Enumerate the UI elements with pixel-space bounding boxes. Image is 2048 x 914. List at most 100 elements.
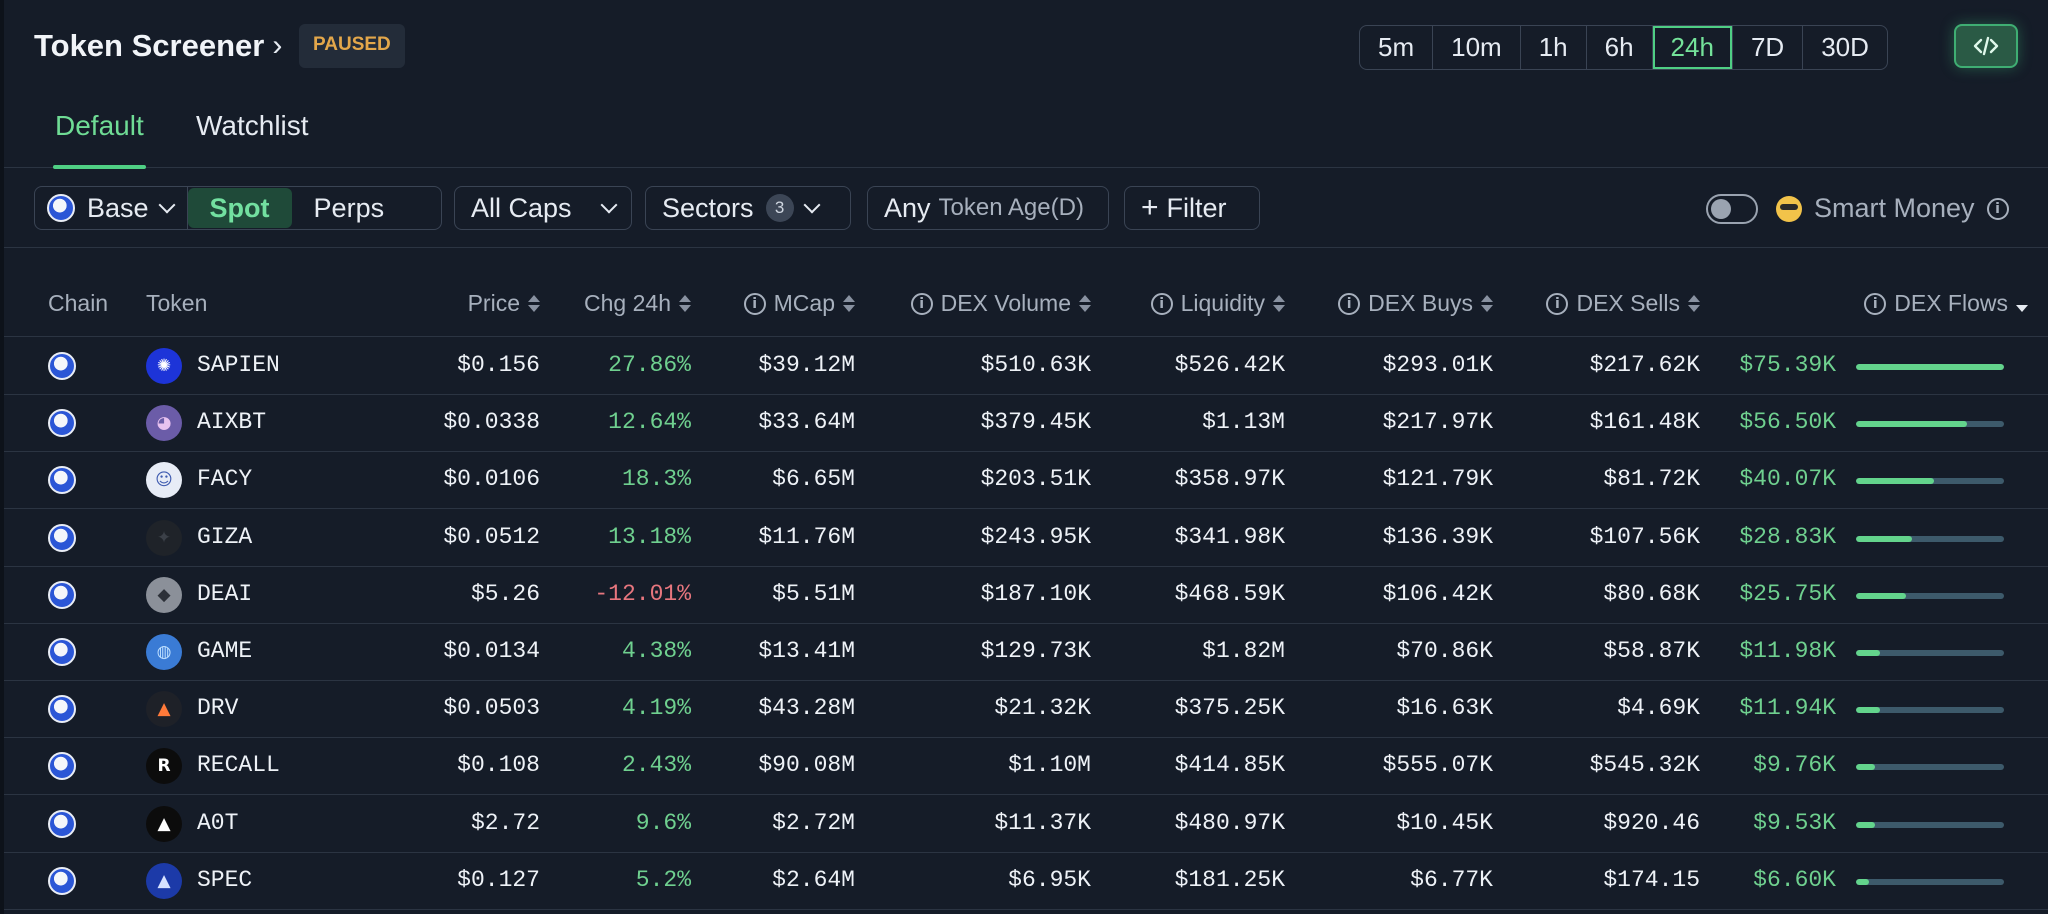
status-badge: PAUSED (299, 24, 405, 68)
token-name[interactable]: RECALL (197, 752, 280, 778)
token-name[interactable]: AIXBT (197, 409, 267, 435)
cell-sells: $174.15 (1603, 867, 1700, 893)
caps-select[interactable]: All Caps (454, 186, 632, 230)
token-name[interactable]: SAPIEN (197, 352, 280, 378)
cell-mcap: $2.64M (772, 867, 855, 893)
timeframe-1h-button[interactable]: 1h (1521, 26, 1587, 69)
column-token-label: Token (146, 290, 208, 316)
info-icon[interactable]: i (1864, 292, 1887, 315)
column-price-label: Price (467, 290, 520, 316)
sort-icon (1273, 295, 1285, 312)
cell-sells: $217.62K (1589, 352, 1700, 378)
info-icon[interactable]: i (1546, 292, 1569, 315)
sectors-select-label: Sectors (662, 192, 754, 223)
market-spot-label: Spot (209, 192, 270, 223)
cell-mcap: $6.65M (772, 466, 855, 492)
column-dex-flows[interactable]: i DEX Flows (1864, 290, 2028, 317)
token-name[interactable]: SPEC (197, 867, 253, 893)
token-name[interactable]: DEAI (197, 581, 253, 607)
cell-liquidity: $1.13M (1202, 409, 1285, 435)
sectors-select[interactable]: Sectors 3 (645, 186, 851, 230)
base-chain-icon (48, 466, 76, 494)
cell-sells: $58.87K (1603, 638, 1700, 664)
cell-volume: $203.51K (980, 466, 1091, 492)
token-logo-icon: ✺ (146, 348, 182, 384)
chevron-down-icon (158, 196, 176, 214)
smart-money-toggle[interactable] (1706, 194, 1758, 224)
cell-buys: $10.45K (1396, 810, 1493, 836)
base-chain-icon (48, 581, 76, 609)
cell-buys: $121.79K (1382, 466, 1493, 492)
column-mcap[interactable]: i MCap (743, 290, 855, 317)
base-chain-icon (47, 194, 75, 222)
table-row[interactable]: R RECALL $0.108 2.43% $90.08M $1.10M $414.85K $… (4, 738, 2048, 795)
table-row[interactable]: ◆ DEAI $5.26 -12.01% $5.51M $187.10K $468.59K $… (4, 567, 2048, 624)
flow-bar-fill (1856, 650, 1880, 656)
add-filter-button[interactable]: + Filter (1124, 186, 1260, 230)
chain-select[interactable]: Base (47, 193, 187, 224)
cell-buys: $136.39K (1382, 524, 1493, 550)
timeframe-6h-button[interactable]: 6h (1587, 26, 1653, 69)
info-icon[interactable]: i (910, 292, 933, 315)
header: Token Screener › PAUSED 5m 10m 1h 6h 24h 7D 30… (4, 0, 2048, 92)
table-row[interactable]: ▲ DRV $0.0503 4.19% $43.28M $21.32K $375.25K $1… (4, 681, 2048, 738)
token-logo-icon: ◍ (146, 634, 182, 670)
page-title[interactable]: Token Screener › (34, 28, 282, 64)
token-name[interactable]: GIZA (197, 524, 253, 550)
token-logo-icon: ▲ (146, 863, 182, 899)
embed-code-button[interactable] (1954, 24, 2018, 68)
cell-liquidity: $414.85K (1174, 752, 1285, 778)
column-dex-buys[interactable]: i DEX Buys (1338, 290, 1493, 317)
column-dex-volume[interactable]: i DEX Volume (910, 290, 1091, 317)
market-perps-button[interactable]: Perps (292, 193, 407, 224)
info-icon[interactable]: i (1338, 292, 1361, 315)
table-row[interactable]: ☺ FACY $0.0106 18.3% $6.65M $203.51K $358.97K $… (4, 452, 2048, 509)
table-row[interactable]: ◕ AIXBT $0.0338 12.64% $33.64M $379.45K $1.13M… (4, 395, 2048, 452)
cell-flows: $75.39K (1739, 352, 1836, 378)
cell-price: $0.108 (457, 752, 540, 778)
tab-default[interactable]: Default (53, 110, 146, 169)
cell-price: $0.156 (457, 352, 540, 378)
token-name[interactable]: GAME (197, 638, 253, 664)
table-row[interactable]: ✺ SAPIEN $0.156 27.86% $39.12M $510.63K $526.4… (4, 338, 2048, 395)
cell-mcap: $90.08M (758, 752, 855, 778)
table-row[interactable]: ▲ SPEC $0.127 5.2% $2.64M $6.95K $181.25K $6.77… (4, 853, 2048, 910)
token-age-filter[interactable]: Any Token Age(D) (867, 186, 1109, 230)
column-change[interactable]: Chg 24h (584, 290, 691, 317)
cell-buys: $6.77K (1410, 867, 1493, 893)
token-name[interactable]: FACY (197, 466, 253, 492)
column-chain-label: Chain (48, 290, 109, 316)
cell-buys: $70.86K (1396, 638, 1493, 664)
timeframe-24h-button[interactable]: 24h (1653, 26, 1733, 69)
cell-volume: $1.10M (1008, 752, 1091, 778)
table-row[interactable]: ✦ GIZA $0.0512 13.18% $11.76M $243.95K $341.98… (4, 510, 2048, 567)
column-dex-volume-label: DEX Volume (940, 290, 1071, 316)
cell-buys: $293.01K (1382, 352, 1493, 378)
cell-volume: $21.32K (994, 695, 1091, 721)
column-dex-sells[interactable]: i DEX Sells (1546, 290, 1700, 317)
column-price[interactable]: Price (468, 290, 540, 317)
cell-mcap: $33.64M (758, 409, 855, 435)
column-liquidity[interactable]: i Liquidity (1150, 290, 1285, 317)
timeframe-10m-button[interactable]: 10m (1433, 26, 1521, 69)
timeframe-7d-button[interactable]: 7D (1733, 26, 1804, 69)
info-icon[interactable]: i (743, 292, 766, 315)
base-chain-icon (48, 409, 76, 437)
tab-watchlist[interactable]: Watchlist (196, 110, 309, 168)
timeframe-5m-button[interactable]: 5m (1360, 26, 1434, 69)
token-name[interactable]: DRV (197, 695, 239, 721)
table-row[interactable]: ◍ GAME $0.0134 4.38% $13.41M $129.73K $1.82M $7… (4, 624, 2048, 681)
cell-volume: $379.45K (980, 409, 1091, 435)
add-filter-label: Filter (1166, 192, 1227, 223)
timeframe-30d-button[interactable]: 30D (1821, 32, 1869, 62)
info-icon[interactable]: i (1150, 292, 1173, 315)
token-name[interactable]: A0T (197, 810, 239, 836)
market-spot-button[interactable]: Spot (187, 188, 292, 228)
token-age-value: Any (884, 192, 931, 223)
cell-mcap: $13.41M (758, 638, 855, 664)
cell-mcap: $39.12M (758, 352, 855, 378)
table-row[interactable]: ▲ A0T $2.72 9.6% $2.72M $11.37K $480.97K $10.45… (4, 796, 2048, 853)
table-header: Chain Token Price Chg 24h i MCap i DEX V… (4, 280, 2048, 337)
info-icon[interactable]: i (1986, 197, 2009, 220)
cell-volume: $187.10K (980, 581, 1091, 607)
